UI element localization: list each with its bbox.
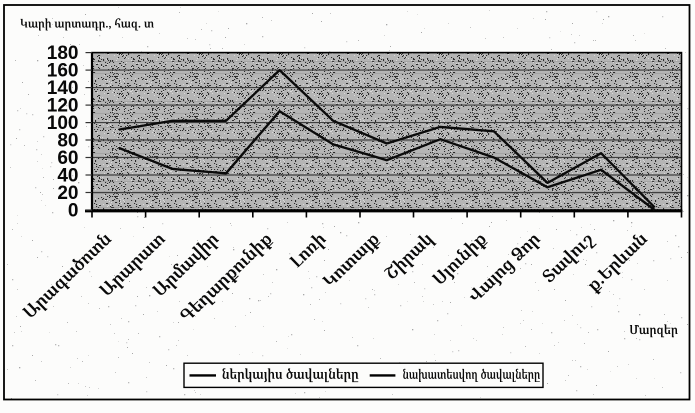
svg-text:180: 180 — [47, 43, 79, 64]
svg-text:40: 40 — [57, 166, 78, 187]
svg-text:140: 140 — [47, 78, 79, 99]
svg-text:100: 100 — [47, 113, 79, 134]
svg-text:60: 60 — [57, 148, 78, 169]
svg-text:160: 160 — [47, 61, 79, 82]
svg-text:80: 80 — [57, 131, 78, 152]
svg-text:0: 0 — [68, 201, 79, 222]
svg-text:20: 20 — [57, 183, 78, 204]
svg-text:120: 120 — [47, 96, 79, 117]
